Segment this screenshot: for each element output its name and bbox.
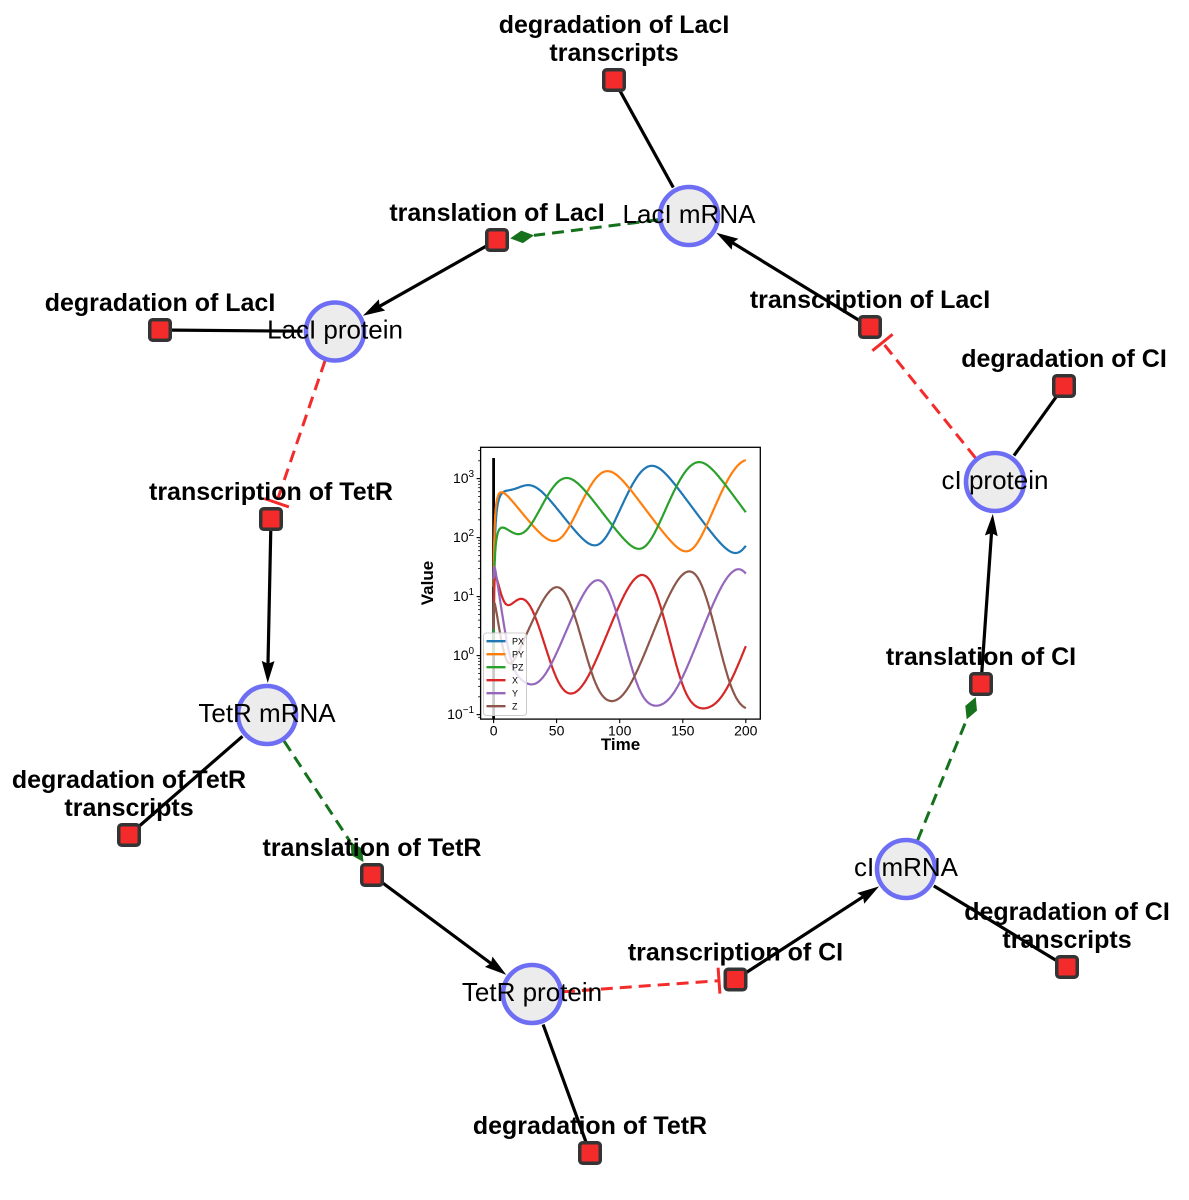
svg-text:transcription of CI: transcription of CI <box>628 939 843 967</box>
svg-text:TetR mRNA: TetR mRNA <box>198 698 336 728</box>
svg-text:TetR protein: TetR protein <box>462 977 602 1007</box>
svg-text:degradation of TetR: degradation of TetR <box>12 766 246 794</box>
svg-text:PX: PX <box>512 636 524 646</box>
svg-text:degradation of LacI: degradation of LacI <box>45 289 276 317</box>
svg-text:PY: PY <box>512 649 524 659</box>
svg-text:PZ: PZ <box>512 662 524 672</box>
svg-text:degradation of CI: degradation of CI <box>964 898 1170 926</box>
svg-text:translation of LacI: translation of LacI <box>389 199 604 227</box>
svg-text:transcription of TetR: transcription of TetR <box>149 478 393 506</box>
svg-text:150: 150 <box>671 723 695 739</box>
svg-text:translation of TetR: translation of TetR <box>263 834 482 862</box>
svg-text:cI mRNA: cI mRNA <box>854 852 959 882</box>
svg-text:transcripts: transcripts <box>549 39 678 67</box>
svg-text:Z: Z <box>512 701 518 711</box>
svg-text:200: 200 <box>734 723 758 739</box>
svg-text:degradation of CI: degradation of CI <box>961 345 1167 373</box>
svg-text:translation of CI: translation of CI <box>886 643 1076 671</box>
svg-text:Value: Value <box>418 561 437 605</box>
svg-text:LacI protein: LacI protein <box>267 315 403 345</box>
svg-text:0: 0 <box>490 723 498 739</box>
svg-text:degradation of TetR: degradation of TetR <box>473 1112 707 1140</box>
svg-text:Y: Y <box>512 688 518 698</box>
svg-text:LacI mRNA: LacI mRNA <box>623 199 757 229</box>
svg-text:degradation of LacI: degradation of LacI <box>499 11 730 39</box>
svg-text:transcription of LacI: transcription of LacI <box>750 286 990 314</box>
svg-text:transcripts: transcripts <box>64 794 193 822</box>
svg-text:X: X <box>512 675 518 685</box>
svg-text:cI protein: cI protein <box>942 465 1049 495</box>
svg-text:transcripts: transcripts <box>1002 926 1131 954</box>
svg-text:Time: Time <box>601 735 640 754</box>
svg-text:100: 100 <box>608 723 632 739</box>
svg-text:50: 50 <box>549 723 565 739</box>
